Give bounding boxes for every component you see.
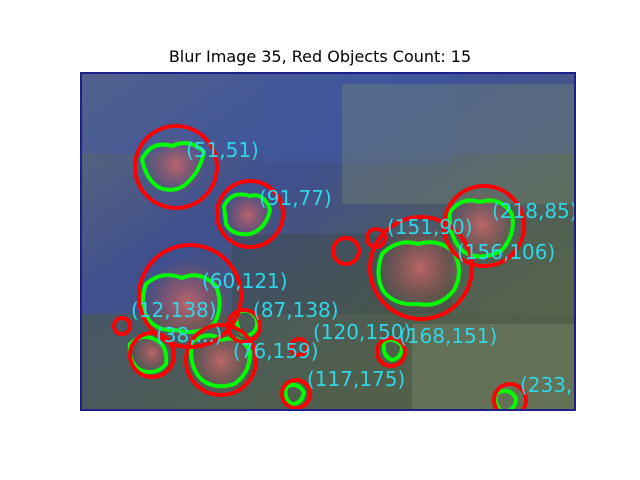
coordinate-labels: (51,51) (91,77) (218,85) (151,90) (156,1… xyxy=(131,138,576,397)
detection-circle xyxy=(128,331,176,379)
detection-circle xyxy=(331,236,361,266)
detection-circle xyxy=(226,308,262,344)
detection-label: (91,77) xyxy=(259,186,332,210)
detection-label: (51,51) xyxy=(186,138,259,162)
detection-label: (233,...) xyxy=(520,373,576,397)
detection-circle xyxy=(112,316,132,336)
detection-circle xyxy=(133,124,219,210)
detection-label: (151,90) xyxy=(387,215,473,239)
detection-circle xyxy=(184,323,258,397)
detection-circle xyxy=(280,378,312,409)
detection-label: (168,151) xyxy=(399,324,497,348)
detection-circle xyxy=(442,184,526,268)
figure-title: Blur Image 35, Red Objects Count: 15 xyxy=(168,47,472,66)
detection-label: (38,...) xyxy=(156,323,222,347)
detection-label: (12,138) xyxy=(131,298,217,322)
detection-label: (60,121) xyxy=(202,269,288,293)
detection-circle xyxy=(365,227,387,249)
image-panel: (51,51) (91,77) (218,85) (151,90) (156,1… xyxy=(80,72,576,411)
detection-circle xyxy=(289,337,309,357)
detection-label: (117,175) xyxy=(307,367,405,391)
detection-label: (87,138) xyxy=(253,298,339,322)
detection-label: (120,150) xyxy=(313,320,411,344)
detection-label: (218,85) xyxy=(492,199,576,223)
detection-circle xyxy=(368,215,474,321)
detection-circle xyxy=(375,336,407,368)
detection-circle xyxy=(492,382,528,409)
detection-image: (51,51) (91,77) (218,85) (151,90) (156,1… xyxy=(82,74,576,409)
detection-label: (156,106) xyxy=(457,240,555,264)
detection-label: (76,159) xyxy=(233,339,319,363)
circle-group xyxy=(112,124,528,409)
detection-circle xyxy=(215,179,285,249)
